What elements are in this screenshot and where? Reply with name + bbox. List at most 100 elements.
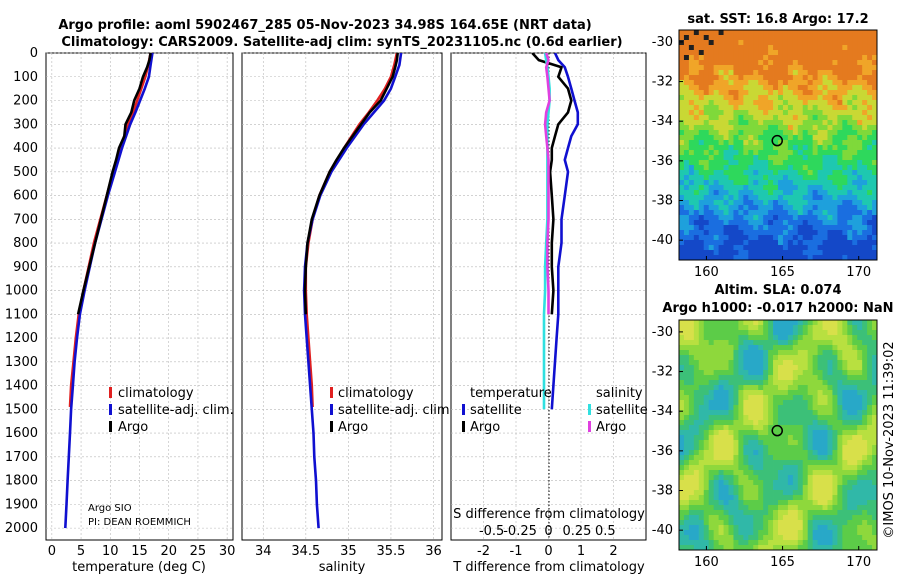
map-cell bbox=[768, 455, 774, 461]
map-cell bbox=[872, 250, 877, 256]
map-cell bbox=[713, 420, 719, 426]
map-cell bbox=[857, 465, 863, 471]
map-cell bbox=[852, 170, 858, 176]
map-cell bbox=[782, 70, 789, 76]
map-cell bbox=[688, 225, 695, 231]
sla-heatmap bbox=[679, 320, 877, 550]
map-cell bbox=[768, 485, 774, 491]
map-cell bbox=[733, 380, 739, 386]
map-cell bbox=[773, 385, 779, 391]
map-cell bbox=[733, 535, 739, 541]
map-cell bbox=[768, 135, 774, 141]
map-cell bbox=[778, 445, 784, 451]
map-cell bbox=[812, 350, 818, 356]
map-cell bbox=[842, 225, 848, 231]
map-cell bbox=[827, 225, 833, 231]
map-cell bbox=[852, 390, 858, 396]
map-cell bbox=[782, 145, 789, 151]
map-cell bbox=[852, 30, 858, 36]
map-cell bbox=[792, 515, 799, 521]
map-cell bbox=[807, 380, 814, 386]
map-cell bbox=[837, 450, 843, 456]
map-cell bbox=[822, 85, 828, 91]
map-cell bbox=[698, 95, 705, 101]
map-cell bbox=[693, 50, 700, 56]
map-cell bbox=[683, 40, 690, 46]
map-cell bbox=[723, 170, 729, 176]
map-cell bbox=[688, 190, 695, 196]
map-cell bbox=[753, 405, 759, 411]
map-cell bbox=[763, 130, 769, 136]
map-cell bbox=[822, 200, 828, 206]
map-cell bbox=[822, 170, 828, 176]
lat-tick-label: -36 bbox=[652, 154, 673, 169]
map-cell bbox=[797, 350, 804, 356]
map-cell bbox=[822, 500, 828, 506]
map-cell bbox=[693, 460, 700, 466]
map-cell bbox=[738, 375, 744, 381]
map-cell bbox=[852, 450, 858, 456]
map-cell bbox=[862, 95, 868, 101]
map-cell bbox=[872, 125, 877, 131]
map-cell bbox=[733, 255, 739, 260]
map-cell bbox=[827, 200, 833, 206]
map-cell bbox=[768, 385, 774, 391]
map-cell bbox=[713, 120, 719, 126]
map-cell bbox=[703, 85, 710, 91]
map-cell bbox=[748, 35, 754, 41]
map-cell bbox=[703, 365, 710, 371]
map-cell bbox=[703, 470, 710, 476]
map-cell bbox=[787, 455, 794, 461]
map-cell bbox=[683, 195, 690, 201]
map-cell bbox=[748, 525, 754, 531]
map-cell bbox=[817, 100, 823, 106]
map-cell bbox=[852, 425, 858, 431]
map-cell bbox=[723, 45, 729, 51]
map-cell bbox=[743, 165, 749, 171]
map-cell bbox=[802, 235, 809, 241]
map-cell bbox=[872, 535, 877, 541]
map-cell bbox=[753, 385, 759, 391]
map-cell bbox=[827, 180, 833, 186]
map-cell bbox=[817, 95, 823, 101]
map-cell bbox=[688, 400, 695, 406]
map-cell bbox=[842, 230, 848, 236]
map-cell bbox=[713, 475, 719, 481]
map-cell bbox=[852, 505, 858, 511]
map-cell bbox=[738, 135, 744, 141]
map-cell bbox=[743, 445, 749, 451]
map-cell bbox=[758, 50, 764, 56]
map-cell bbox=[763, 80, 769, 86]
map-cell bbox=[812, 255, 818, 260]
map-cell bbox=[817, 185, 823, 191]
map-cell bbox=[852, 440, 858, 446]
map-cell bbox=[787, 340, 794, 346]
map-cell bbox=[703, 90, 710, 96]
lat-tick-label: -36 bbox=[652, 444, 673, 459]
map-cell bbox=[787, 415, 794, 421]
map-cell bbox=[862, 80, 868, 86]
map-cell bbox=[763, 240, 769, 246]
map-cell bbox=[857, 475, 863, 481]
map-cell bbox=[817, 235, 823, 241]
map-cell bbox=[782, 465, 789, 471]
map-cell bbox=[778, 405, 784, 411]
map-cell bbox=[857, 455, 863, 461]
map-cell bbox=[723, 155, 729, 161]
map-cell bbox=[792, 385, 799, 391]
map-cell bbox=[778, 155, 784, 161]
map-cell bbox=[847, 395, 853, 401]
map-cell bbox=[852, 65, 858, 71]
map-cell bbox=[807, 180, 814, 186]
map-cell bbox=[802, 425, 809, 431]
map-cell bbox=[683, 70, 690, 76]
map-cell bbox=[718, 490, 724, 496]
map-cell bbox=[857, 360, 863, 366]
map-cell bbox=[763, 520, 769, 526]
map-cell bbox=[867, 245, 873, 251]
map-cell bbox=[812, 475, 818, 481]
map-cell bbox=[797, 95, 804, 101]
map-cell bbox=[733, 150, 739, 156]
map-cell bbox=[852, 360, 858, 366]
map-cell bbox=[842, 375, 848, 381]
